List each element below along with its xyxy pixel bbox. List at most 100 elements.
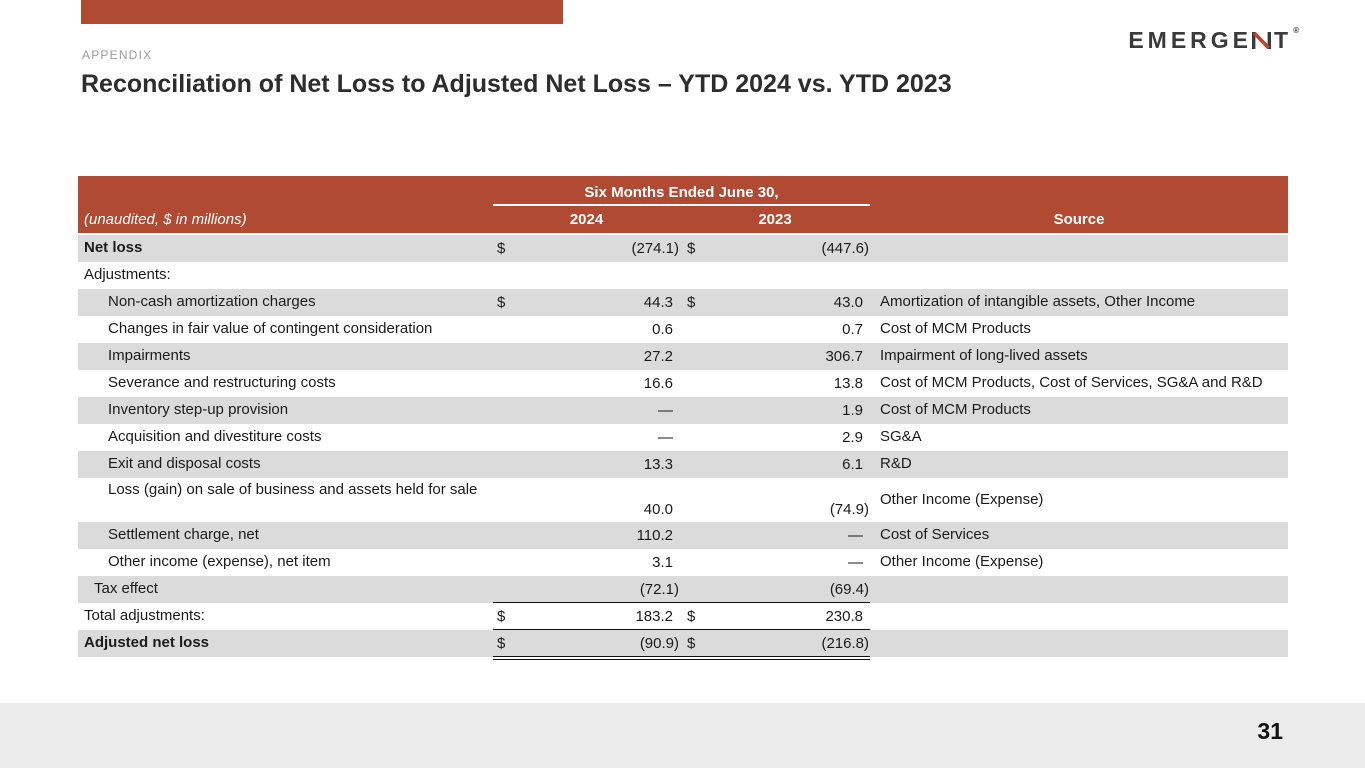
table-row: Impairments 27.2 306.7 Impairment of long-l… bbox=[78, 343, 1288, 370]
row-values: 16.6 13.8 bbox=[493, 370, 870, 397]
table-row: Other income (expense), net item 3.1 — Othe… bbox=[78, 549, 1288, 576]
value-2023: — bbox=[705, 554, 870, 571]
source-cell: Cost of MCM Products bbox=[880, 401, 1031, 419]
row-values: $ (90.9) $ (216.8) bbox=[493, 630, 870, 660]
table-body: Net loss $ (274.1) $ (447.6) Adjustments: Non-… bbox=[78, 235, 1288, 660]
value-2024: 13.3 bbox=[513, 456, 680, 473]
dollar-sign-2024: $ bbox=[497, 240, 506, 257]
table-row: Settlement charge, net 110.2 — Cost of Serv… bbox=[78, 522, 1288, 549]
source-cell: Other Income (Expense) bbox=[880, 553, 1044, 571]
logo-n-icon bbox=[1252, 30, 1272, 53]
row-values: 27.2 306.7 bbox=[493, 343, 870, 370]
value-2024: (274.1) bbox=[513, 240, 680, 257]
source-cell: SG&A bbox=[880, 428, 922, 446]
value-2024-text: 0.6 bbox=[652, 321, 673, 338]
table-header-span-row: Six Months Ended June 30, bbox=[78, 176, 1288, 206]
table-row: Adjusted net loss $ (90.9) $ (216.8) bbox=[78, 630, 1288, 660]
row-values: 0.6 0.7 bbox=[493, 316, 870, 343]
table-row: Adjustments: bbox=[78, 262, 1288, 289]
value-2023-text: 0.7 bbox=[842, 321, 863, 338]
value-2023: (216.8) bbox=[705, 635, 870, 652]
table-row: Inventory step-up provision — 1.9 Cost of M… bbox=[78, 397, 1288, 424]
row-values: 40.0 (74.9) bbox=[493, 478, 870, 522]
logo-registered-mark: ® bbox=[1293, 26, 1299, 35]
value-2024: 110.2 bbox=[513, 527, 680, 544]
value-2024-text: — bbox=[658, 402, 673, 419]
row-label: Net loss bbox=[84, 239, 143, 257]
row-values: — 1.9 bbox=[493, 397, 870, 424]
dollar-sign-2023: $ bbox=[687, 294, 696, 311]
value-2023-text: 13.8 bbox=[833, 375, 863, 392]
value-2023: (447.6) bbox=[705, 240, 870, 257]
value-2024-text: 3.1 bbox=[652, 554, 673, 571]
table-row: Loss (gain) on sale of business and asse… bbox=[78, 478, 1288, 522]
page-title: Reconciliation of Net Loss to Adjusted N… bbox=[81, 70, 952, 98]
value-2024-text: 183.2 bbox=[635, 607, 673, 625]
unit-note: (unaudited, $ in millions) bbox=[84, 211, 247, 228]
value-2023-text: (216.8) bbox=[821, 634, 869, 652]
row-values: $ (274.1) $ (447.6) bbox=[493, 235, 870, 262]
row-label: Changes in fair value of contingent cons… bbox=[108, 320, 433, 338]
value-2024-text: 27.2 bbox=[643, 348, 673, 365]
value-2023-text: 6.1 bbox=[842, 456, 863, 473]
source-cell: R&D bbox=[880, 455, 912, 473]
value-2023: 0.7 bbox=[705, 321, 870, 338]
row-label: Tax effect bbox=[94, 580, 158, 598]
source-cell: Other Income (Expense) bbox=[880, 490, 1044, 508]
col-header-2023: 2023 bbox=[758, 211, 792, 228]
dollar-sign-2023: $ bbox=[687, 240, 696, 257]
source-cell bbox=[870, 235, 1288, 262]
row-values: 110.2 — bbox=[493, 522, 870, 549]
value-2024: 0.6 bbox=[513, 321, 680, 338]
value-2023-text: (447.6) bbox=[821, 240, 869, 257]
value-2023-text: 1.9 bbox=[842, 402, 863, 419]
value-2023-text: (74.9) bbox=[829, 501, 869, 518]
dollar-sign-2024: $ bbox=[497, 294, 506, 311]
source-cell: Cost of MCM Products bbox=[880, 320, 1031, 338]
row-values: (72.1) (69.4) bbox=[493, 576, 870, 603]
logo-text-left: EMERGE bbox=[1128, 27, 1253, 53]
footer-band bbox=[0, 703, 1365, 768]
table-row: Acquisition and divestiture costs — 2.9 SG&… bbox=[78, 424, 1288, 451]
row-label: Loss (gain) on sale of business and asse… bbox=[108, 481, 478, 498]
row-values bbox=[493, 262, 870, 289]
table-row: Tax effect (72.1) (69.4) bbox=[78, 576, 1288, 603]
value-2023-text: 230.8 bbox=[825, 607, 863, 625]
logo-text-right: T bbox=[1274, 27, 1293, 53]
row-values: 13.3 6.1 bbox=[493, 451, 870, 478]
value-2023: — bbox=[705, 527, 870, 544]
value-2023: 6.1 bbox=[705, 456, 870, 473]
row-values: $44.3 $43.0 bbox=[493, 289, 870, 316]
value-2024-text: (72.1) bbox=[639, 580, 679, 598]
value-2023-text: 43.0 bbox=[833, 294, 863, 311]
dollar-sign-2023: $ bbox=[687, 607, 696, 625]
emergent-logo: EMERGE T ® bbox=[1128, 26, 1299, 53]
value-2024-text: 110.2 bbox=[636, 527, 673, 544]
value-2024-text: 44.3 bbox=[643, 294, 673, 311]
value-2024: 16.6 bbox=[513, 375, 680, 392]
source-cell bbox=[870, 262, 1288, 289]
source-cell: Cost of Services bbox=[880, 526, 990, 544]
row-label: Severance and restructuring costs bbox=[108, 374, 336, 392]
value-2023: 43.0 bbox=[705, 294, 870, 311]
value-2023-text: (69.4) bbox=[829, 580, 869, 598]
row-label: Adjusted net loss bbox=[84, 634, 210, 652]
row-label: Exit and disposal costs bbox=[108, 455, 261, 473]
value-2023: 13.8 bbox=[705, 375, 870, 392]
col-header-2024: 2024 bbox=[569, 211, 604, 228]
value-2023-text: — bbox=[848, 554, 863, 571]
span-header: Six Months Ended June 30, bbox=[493, 184, 870, 206]
value-2024-text: (274.1) bbox=[631, 240, 679, 257]
table-row: Changes in fair value of contingent cons… bbox=[78, 316, 1288, 343]
appendix-eyebrow: APPENDIX bbox=[82, 48, 153, 62]
value-2024: 44.3 bbox=[513, 294, 680, 311]
row-label: Acquisition and divestiture costs bbox=[108, 428, 322, 446]
col-header-source: Source bbox=[1053, 211, 1105, 228]
value-2024-text: 40.0 bbox=[643, 501, 673, 518]
row-label: Settlement charge, net bbox=[108, 526, 259, 544]
row-label: Impairments bbox=[108, 347, 191, 365]
value-2023: 230.8 bbox=[705, 608, 870, 625]
dollar-sign-2023: $ bbox=[687, 634, 696, 652]
source-cell: Impairment of long-lived assets bbox=[880, 347, 1088, 365]
value-2023: 2.9 bbox=[705, 429, 870, 446]
